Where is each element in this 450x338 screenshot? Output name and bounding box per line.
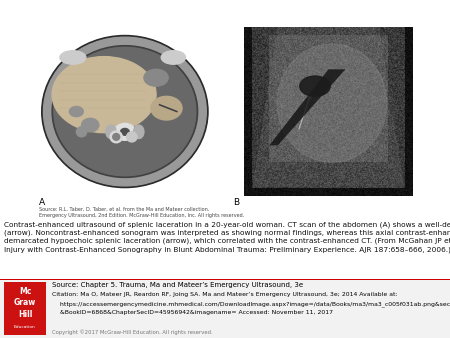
Text: A: A [39,198,45,207]
Text: &BookID=6868&ChapterSecID=45956942&imagename= Accessed: November 11, 2017: &BookID=6868&ChapterSecID=45956942&image… [52,310,333,315]
Ellipse shape [60,51,86,64]
Text: Graw: Graw [14,298,36,307]
Text: Citation: Ma O, Mateer JR, Reardon RF, Joing SA. Ma and Mateer’s Emergency Ultra: Citation: Ma O, Mateer JR, Reardon RF, J… [52,292,397,297]
Ellipse shape [151,96,182,120]
Ellipse shape [44,37,206,186]
Text: Copyright ©2017 McGraw-Hill Education. All rights reserved.: Copyright ©2017 McGraw-Hill Education. A… [52,330,212,335]
Text: Source: R.L. Taber, D. Taber, et al. from the Ma and Mateer collection.
Emergenc: Source: R.L. Taber, D. Taber, et al. fro… [39,207,244,218]
Text: Mc: Mc [19,287,31,296]
Circle shape [110,131,122,143]
Ellipse shape [54,47,196,176]
Bar [4,282,46,335]
Ellipse shape [300,76,330,96]
Text: B: B [233,198,239,207]
Ellipse shape [52,57,156,133]
Polygon shape [270,69,346,145]
Circle shape [126,132,137,142]
Bar [0,279,450,280]
Ellipse shape [161,51,185,64]
Text: https://accessemergencymedicine.mhmedical.com/DownloadImage.aspx?image=/data/Boo: https://accessemergencymedicine.mhmedica… [52,301,450,307]
Ellipse shape [69,106,83,117]
Ellipse shape [106,125,116,139]
Ellipse shape [52,46,198,177]
Ellipse shape [144,69,168,86]
Circle shape [113,134,120,140]
Text: Education: Education [14,325,36,329]
Text: Contrast-enhanced ultrasound of splenic laceration in a 20-year-old woman. CT sc: Contrast-enhanced ultrasound of splenic … [4,221,450,252]
Ellipse shape [76,127,87,137]
Ellipse shape [134,125,144,139]
Polygon shape [252,27,405,188]
Ellipse shape [81,118,99,132]
Ellipse shape [114,123,135,140]
Bar [0,279,450,338]
Ellipse shape [121,128,129,135]
Text: Source: Chapter 5. Trauma, Ma and Mateer’s Emergency Ultrasound, 3e: Source: Chapter 5. Trauma, Ma and Mateer… [52,282,303,288]
Text: Hill: Hill [18,310,32,319]
Ellipse shape [277,44,387,162]
Ellipse shape [42,35,208,188]
